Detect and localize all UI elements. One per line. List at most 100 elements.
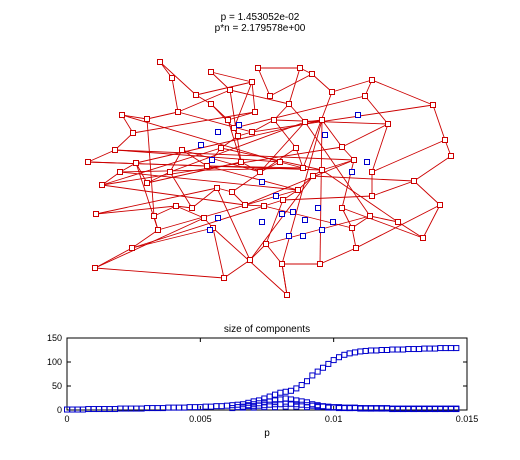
graph-edge xyxy=(288,67,301,105)
graph-node xyxy=(99,182,105,188)
graph-edge xyxy=(191,187,218,209)
graph-node xyxy=(263,241,269,247)
graph-node xyxy=(448,153,454,159)
data-point xyxy=(240,404,246,411)
graph-node xyxy=(204,163,210,169)
graph-node xyxy=(225,117,231,123)
graph-edge xyxy=(114,149,281,163)
graph-edge xyxy=(132,111,256,134)
graph-edge xyxy=(206,165,299,191)
graph-node-isolated xyxy=(322,132,328,138)
graph-node xyxy=(247,257,253,263)
graph-edge xyxy=(432,104,446,141)
graph-edge xyxy=(341,207,353,229)
graph-node-isolated xyxy=(319,227,325,233)
graph-node xyxy=(112,147,118,153)
graph-edge xyxy=(265,199,284,245)
graph-node xyxy=(117,169,123,175)
data-point xyxy=(368,405,374,412)
graph-edge xyxy=(175,205,205,219)
graph-edge xyxy=(273,119,389,125)
graph-edge xyxy=(146,111,179,120)
graph-node xyxy=(193,92,199,98)
graph-node-isolated xyxy=(209,157,215,163)
graph-node xyxy=(302,119,308,125)
graph-node xyxy=(351,157,357,163)
data-point xyxy=(453,406,460,413)
graph-edge xyxy=(227,111,256,121)
graph-node xyxy=(227,87,233,93)
graph-node xyxy=(144,116,150,122)
graph-node xyxy=(167,169,173,175)
graph-edge xyxy=(212,227,225,279)
graph-node xyxy=(280,197,286,203)
graph-node xyxy=(349,225,355,231)
graph-edge xyxy=(244,204,265,207)
x-tick-label: 0.005 xyxy=(189,414,212,424)
graph-edge xyxy=(302,91,333,169)
y-tick-label: 150 xyxy=(47,333,62,343)
graph-edge xyxy=(94,267,225,279)
graph-node-isolated xyxy=(198,142,204,148)
graph-node xyxy=(411,178,417,184)
graph-edge xyxy=(341,123,389,148)
graph-node xyxy=(249,79,255,85)
graph-edge xyxy=(273,119,297,149)
graph-edge xyxy=(223,259,251,279)
graph-node xyxy=(157,59,163,65)
data-point xyxy=(389,406,396,413)
graph-node xyxy=(130,130,136,136)
data-point xyxy=(410,406,417,413)
graph-node xyxy=(267,93,273,99)
graph-node-isolated xyxy=(355,112,361,118)
graph-edge xyxy=(371,180,415,197)
graph-edge xyxy=(87,149,116,163)
graph-edge xyxy=(171,77,179,113)
graph-node xyxy=(317,261,323,267)
data-point xyxy=(314,404,321,411)
graph-edge xyxy=(319,247,357,265)
graph-edge xyxy=(114,149,355,161)
graph-edge xyxy=(311,73,333,93)
graph-node-isolated xyxy=(259,179,265,185)
graph-edge xyxy=(413,180,441,206)
graph-edge xyxy=(265,243,283,265)
graph-node xyxy=(442,137,448,143)
graph-node xyxy=(369,77,375,83)
graph-edge xyxy=(355,204,441,249)
x-tick-label: 0.01 xyxy=(325,414,343,424)
graph-edge xyxy=(153,205,177,217)
graph-node-isolated xyxy=(330,219,336,225)
graph-panel: p = 1.453052e-02 p*n = 2.179578e+00 xyxy=(85,12,454,298)
graph-node xyxy=(279,261,285,267)
data-point xyxy=(229,405,236,412)
graph-node xyxy=(420,235,426,241)
graph-edge xyxy=(177,111,253,133)
data-point xyxy=(325,404,332,411)
graph-edge xyxy=(364,95,389,125)
graph-edge xyxy=(281,119,323,265)
graph-edge xyxy=(210,71,231,91)
graph-node-isolated xyxy=(215,215,221,221)
graph-edge xyxy=(169,149,183,173)
graph-node xyxy=(339,205,345,211)
graph-edge xyxy=(94,217,205,269)
graph-edge xyxy=(131,229,159,249)
graph-edge xyxy=(95,205,177,215)
graph-node xyxy=(175,109,181,115)
graph-node xyxy=(353,245,359,251)
graph-node-isolated xyxy=(349,169,355,175)
graph-node xyxy=(92,265,98,271)
data-point xyxy=(304,378,310,385)
data-point xyxy=(304,404,310,411)
graph-edge xyxy=(251,104,434,133)
graph-edge xyxy=(131,205,265,249)
chart-title: size of components xyxy=(224,324,310,335)
graph-edge xyxy=(146,171,171,184)
graph-edge xyxy=(216,187,251,261)
data-point xyxy=(346,405,353,412)
graph-edge xyxy=(101,147,222,186)
graph-node xyxy=(367,213,373,219)
graph-title-p: p = 1.453052e-02 xyxy=(221,12,300,23)
